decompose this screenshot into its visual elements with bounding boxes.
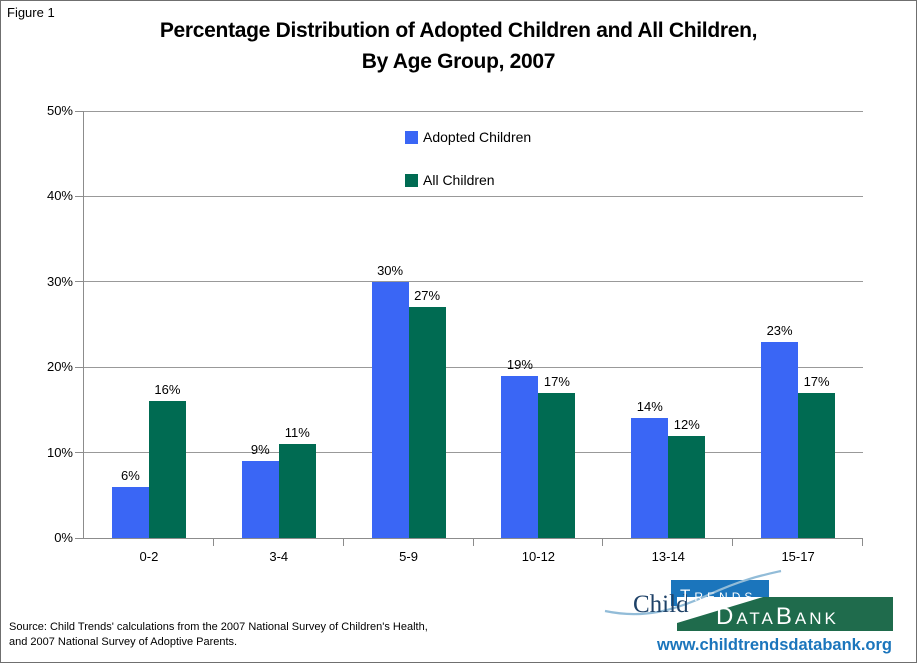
bar-adopted-children-0-2	[111, 486, 149, 538]
child-trends-databank-logo: Child Trends DataBank www.childtrendsdat…	[603, 567, 908, 657]
bar-all-children-5-9	[408, 307, 446, 538]
bar-value-label: 9%	[250, 442, 270, 458]
logo-diagonal-cut	[677, 597, 763, 623]
legend-label-adopted-children: Adopted Children	[423, 129, 532, 145]
bar-all-children-10-12	[538, 392, 576, 538]
y-axis-tick-label: 50%	[46, 103, 73, 118]
source-note-line2: and 2007 National Survey of Adoptive Par…	[9, 636, 238, 648]
chart-title-line2: By Age Group, 2007	[361, 50, 556, 73]
x-axis-category-label: 15-17	[781, 549, 815, 564]
bar-value-label: 27%	[414, 288, 441, 304]
figure-label: Figure 1	[7, 5, 55, 20]
bar-value-label: 17%	[803, 373, 830, 389]
x-axis-category-label: 0-2	[139, 549, 159, 564]
chart-title: Percentage Distribution of Adopted Child…	[1, 15, 916, 77]
gridline-10	[84, 452, 863, 454]
bar-value-label: 19%	[506, 356, 533, 372]
x-axis-category-label: 3-4	[269, 549, 289, 564]
bar-adopted-children-5-9	[371, 281, 409, 538]
x-axis-tick	[343, 538, 344, 546]
logo-child-text: Child	[633, 591, 689, 618]
y-axis-tick-label: 10%	[46, 444, 73, 460]
gridline-30	[84, 281, 863, 283]
source-note: Source: Child Trends' calculations from …	[9, 620, 428, 650]
y-axis-tick	[75, 537, 84, 539]
bar-all-children-15-17	[798, 392, 836, 538]
x-axis-tick	[732, 538, 733, 546]
chart-title-line1: Percentage Distribution of Adopted Child…	[159, 19, 758, 42]
y-axis-tick-label: 40%	[46, 188, 73, 204]
bar-value-label: 12%	[673, 416, 700, 432]
gridline-40	[84, 195, 863, 197]
bar-adopted-children-3-4	[241, 461, 279, 538]
logo-graphic: Child Trends DataBank www.childtrendsdat…	[604, 569, 893, 654]
legend-item-adopted-children: Adopted Children	[405, 128, 531, 146]
logo-databank-text: DataBank	[716, 603, 839, 630]
bar-all-children-0-2	[148, 401, 186, 538]
logo-trends-text: Trends	[680, 586, 756, 605]
legend-item-all-children: All Children	[405, 171, 531, 189]
logo-swoosh-icon	[604, 569, 782, 616]
gridline-20	[84, 366, 863, 368]
y-axis-tick-label: 20%	[46, 359, 73, 375]
x-axis-tick	[473, 538, 474, 546]
bar-all-children-13-14	[668, 435, 706, 538]
x-axis-category-label: 10-12	[521, 549, 556, 564]
y-axis-tick	[75, 281, 84, 283]
x-axis-tick	[213, 538, 214, 546]
bar-adopted-children-10-12	[501, 375, 539, 538]
bar-adopted-children-13-14	[631, 418, 669, 538]
bar-value-label: 23%	[766, 322, 793, 338]
x-axis-tick	[602, 538, 603, 546]
bar-value-label: 30%	[377, 262, 404, 278]
x-axis-category-label: 5-9	[399, 549, 418, 564]
bar-value-label: 11%	[284, 425, 310, 441]
logo-url-text: www.childtrendsdatabank.org	[656, 636, 892, 654]
legend-label-all-children: All Children	[423, 172, 495, 188]
legend: Adopted Children All Children	[405, 128, 531, 214]
bar-value-label: 17%	[543, 373, 570, 389]
y-axis-tick	[75, 366, 84, 368]
y-axis-tick-label: 30%	[46, 273, 73, 289]
y-axis-tick	[75, 110, 84, 112]
legend-swatch-adopted-children-icon	[405, 130, 418, 144]
bar-value-label: 14%	[636, 399, 663, 415]
y-axis-tick	[75, 452, 84, 454]
gridline-50	[84, 110, 863, 112]
bar-value-label: 16%	[154, 382, 181, 398]
bar-value-label: 6%	[121, 467, 140, 483]
legend-swatch-all-children-icon	[405, 173, 418, 187]
source-note-line1: Source: Child Trends' calculations from …	[9, 621, 428, 633]
x-axis-category-label: 13-14	[651, 549, 685, 564]
plot-area: 0% 10% 20% 30% 40% 50% 0-2 6% 16% 3-4 9% 11% 5-9 30% 2…	[47, 103, 863, 564]
y-axis-tick	[75, 195, 84, 197]
bar-all-children-3-4	[278, 444, 316, 538]
y-axis-tick-label: 0%	[54, 530, 73, 545]
bar-adopted-children-15-17	[761, 341, 799, 538]
x-axis-tick	[862, 538, 863, 546]
